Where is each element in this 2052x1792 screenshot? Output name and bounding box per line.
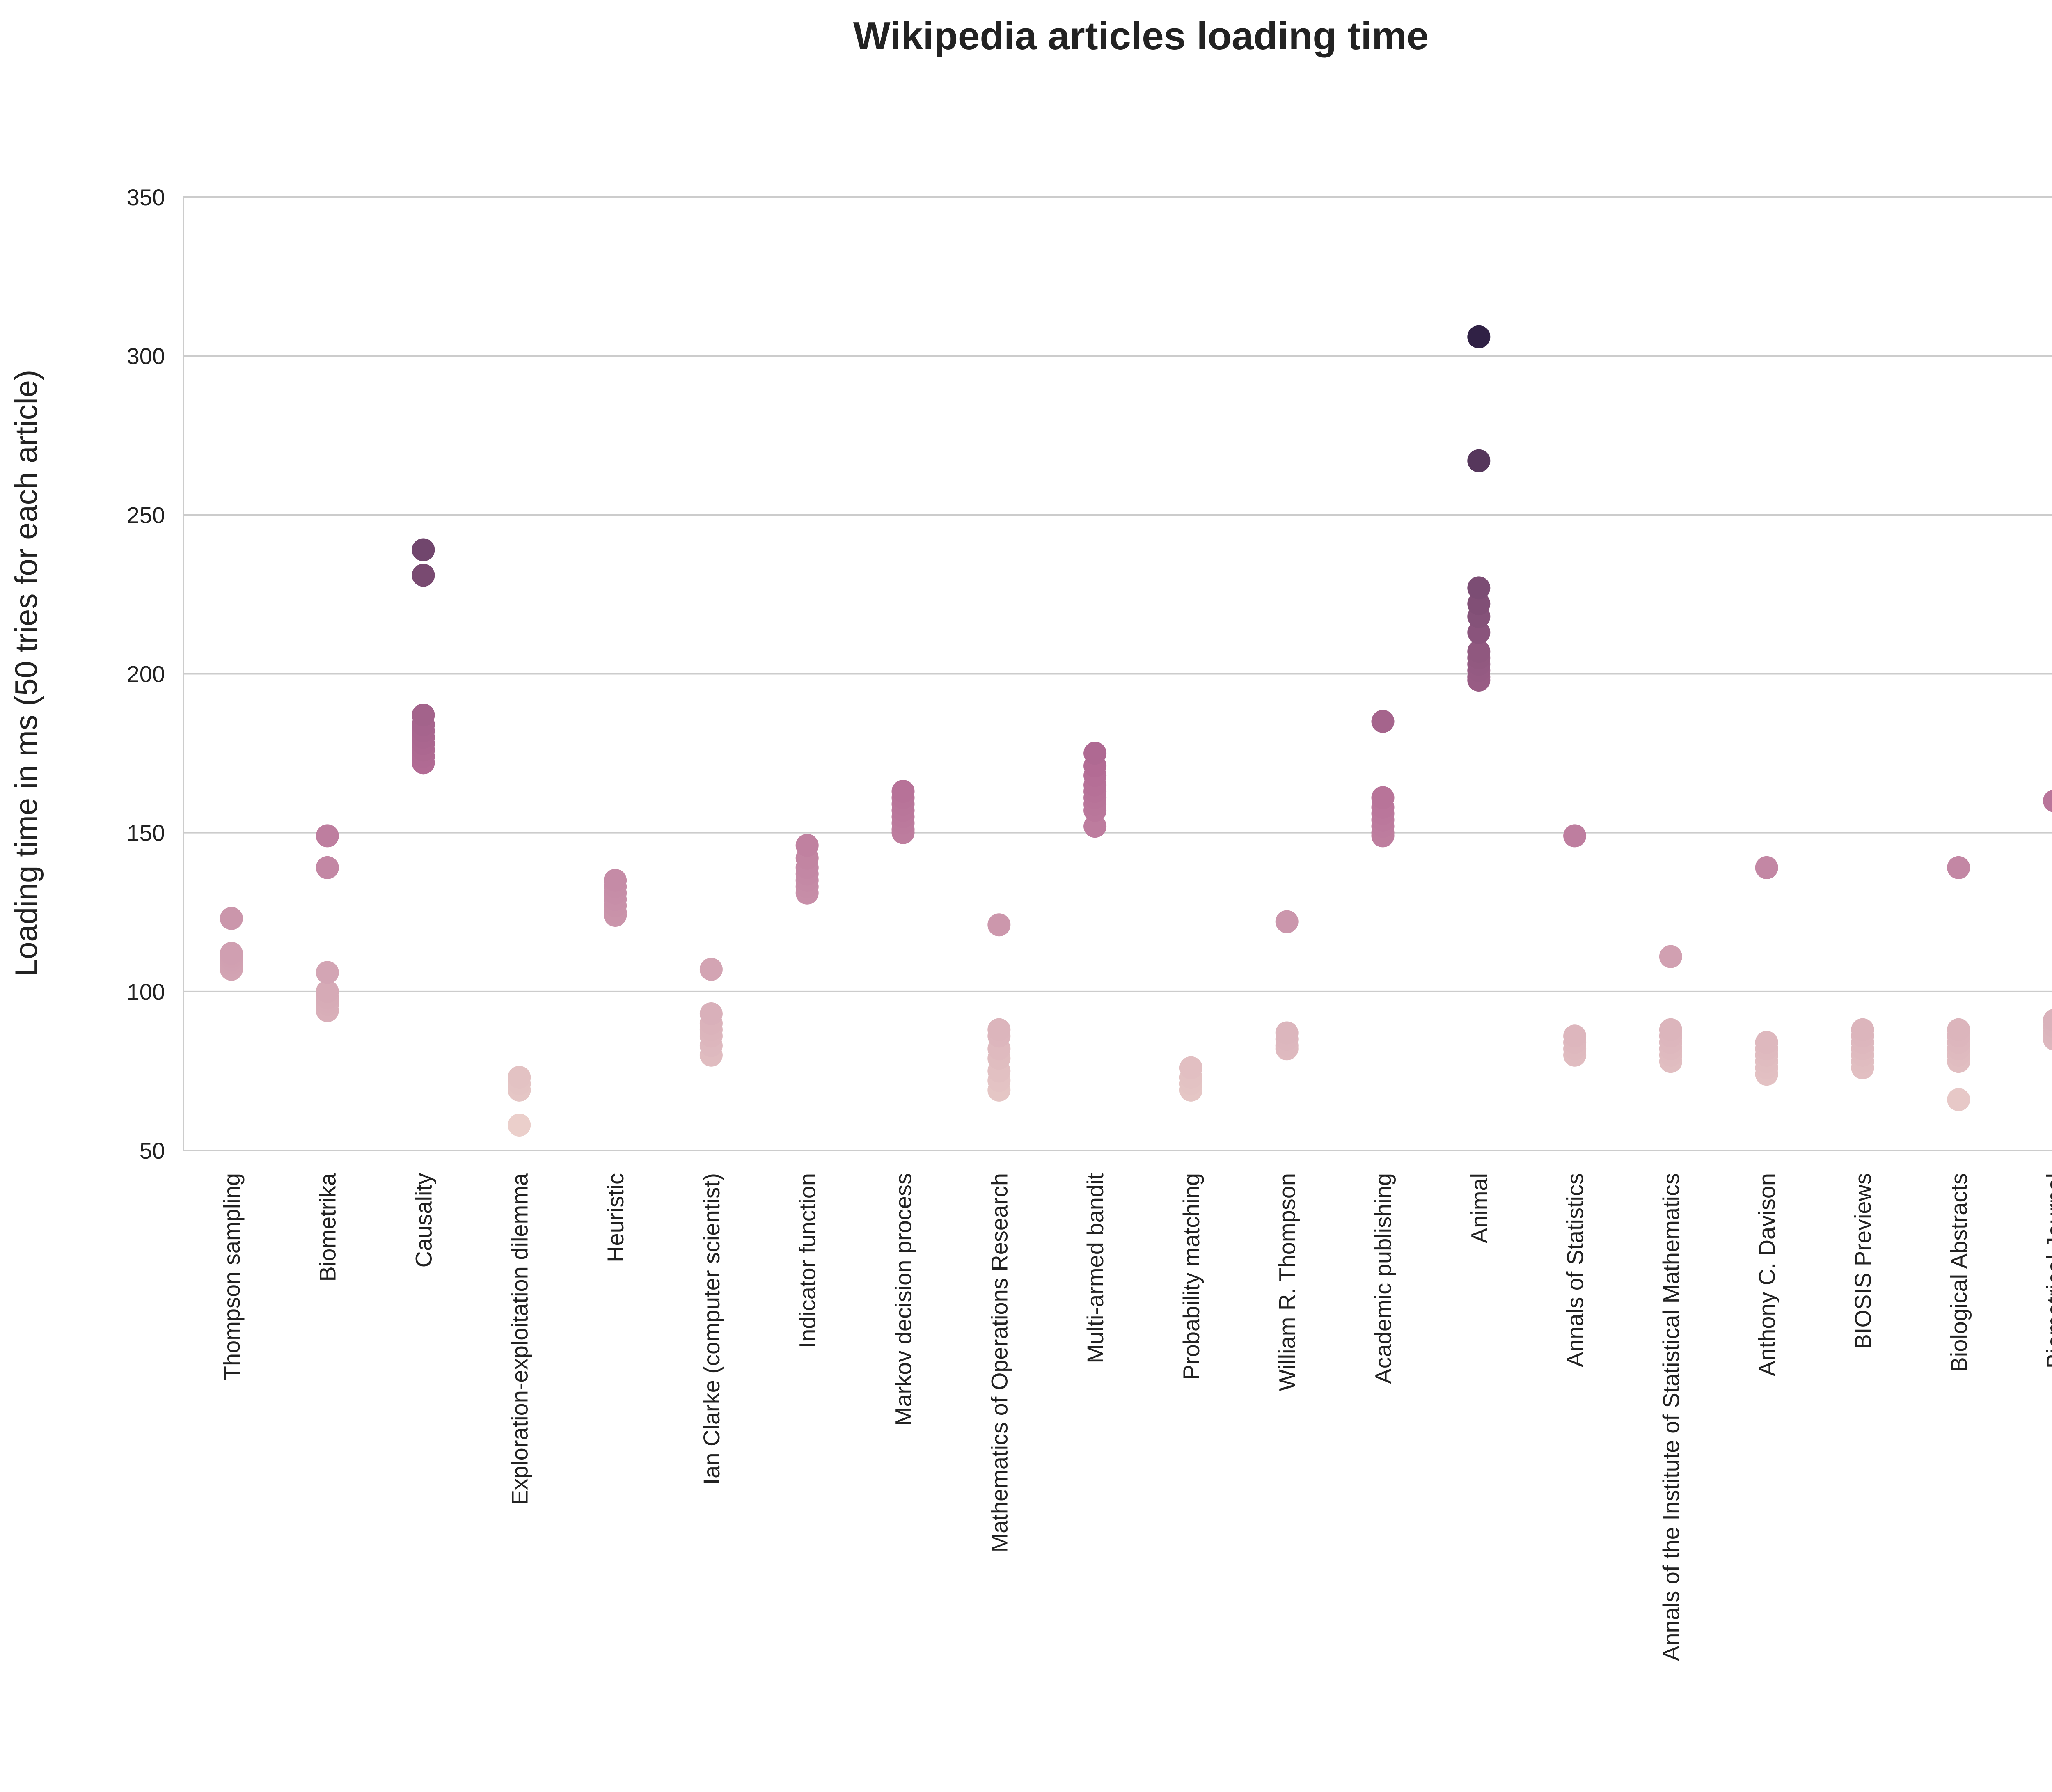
y-tick-label: 100 [127, 979, 165, 1005]
y-axis-ticks: 50 100 150 200 250 300 350 [127, 184, 165, 1164]
data-point [1467, 325, 1491, 348]
y-tick-label: 50 [140, 1138, 165, 1164]
grid-lines [183, 196, 2052, 1151]
y-tick-label: 150 [127, 820, 165, 846]
data-point [699, 1002, 723, 1026]
data-point [1947, 1018, 1970, 1041]
data-point [1467, 621, 1491, 644]
data-point [1947, 856, 1970, 879]
data-point [1467, 592, 1491, 616]
data-point [2043, 1009, 2052, 1031]
x-tick-label: BIOSIS Previews [1850, 1173, 1876, 1349]
x-tick-label: Biometrical Journal [2042, 1173, 2052, 1368]
data-point [1659, 945, 1682, 968]
data-point [1467, 640, 1491, 663]
y-axis-label: Loading time in ms (50 tries for each ar… [9, 370, 44, 976]
chart-title: Wikipedia articles loading time [853, 14, 1429, 58]
data-point [699, 958, 723, 981]
data-point [316, 824, 339, 848]
data-point [1563, 1024, 1587, 1048]
x-tick-label: Indicator function [795, 1173, 820, 1348]
x-tick-label: Mathematics of Operations Research [986, 1173, 1012, 1552]
data-point [891, 780, 915, 803]
y-tick-label: 300 [127, 343, 165, 369]
plot-frame [183, 196, 2052, 1151]
data-point [1659, 1018, 1682, 1041]
data-point [987, 913, 1011, 937]
data-point [1275, 910, 1299, 933]
data-point [412, 538, 435, 561]
data-point [1755, 856, 1778, 879]
data-point [1371, 710, 1395, 733]
data-point [1179, 1056, 1202, 1079]
data-point [1947, 1088, 1970, 1111]
x-tick-label: Anthony C. Davison [1754, 1173, 1780, 1376]
x-tick-label: Academic publishing [1370, 1173, 1396, 1384]
data-point [1275, 1021, 1299, 1045]
data-point [1467, 576, 1491, 600]
data-point [1083, 815, 1107, 838]
data-point [1371, 786, 1395, 809]
data-point [412, 564, 435, 587]
x-tick-label: Probability matching [1178, 1173, 1204, 1380]
data-point [987, 1018, 1011, 1041]
x-tick-label: Annals of the Institute of Statistical M… [1658, 1173, 1684, 1661]
data-point [220, 942, 243, 965]
data-point [2043, 789, 2052, 812]
x-tick-label: Causality [411, 1173, 437, 1267]
data-point [1755, 1031, 1778, 1054]
data-point [220, 907, 243, 930]
data-point [316, 856, 339, 879]
x-axis-ticks: Thompson sampling Biometrika Causality Expl… [219, 1173, 2052, 1661]
x-tick-label: Biometrika [315, 1173, 341, 1281]
data-point [508, 1066, 531, 1089]
x-tick-label: Animal [1466, 1173, 1492, 1243]
data-point [604, 869, 627, 892]
x-tick-label: Annals of Statistics [1562, 1173, 1588, 1367]
x-tick-label: Ian Clarke (computer scientist) [699, 1173, 724, 1485]
data-point [795, 834, 819, 857]
y-tick-label: 350 [127, 184, 165, 210]
y-tick-label: 200 [127, 661, 165, 687]
data-point [316, 980, 339, 1003]
data-point [508, 1114, 531, 1137]
data-point [1563, 824, 1587, 848]
x-tick-label: William R. Thompson [1274, 1173, 1300, 1391]
x-tick-label: Biological Abstracts [1946, 1173, 1972, 1373]
data-points [220, 325, 2052, 1137]
y-tick-label: 250 [127, 502, 165, 528]
x-tick-label: Multi-armed bandit [1082, 1173, 1108, 1363]
data-point [1083, 742, 1107, 765]
x-tick-label: Exploration-exploitation dilemma [506, 1173, 532, 1505]
data-point [1851, 1018, 1874, 1041]
data-point [412, 704, 435, 727]
x-tick-label: Heuristic [602, 1173, 628, 1263]
data-point [1467, 449, 1491, 472]
data-point [316, 961, 339, 984]
x-tick-label: Markov decision process [891, 1173, 916, 1426]
x-tick-label: Thompson sampling [219, 1173, 245, 1380]
